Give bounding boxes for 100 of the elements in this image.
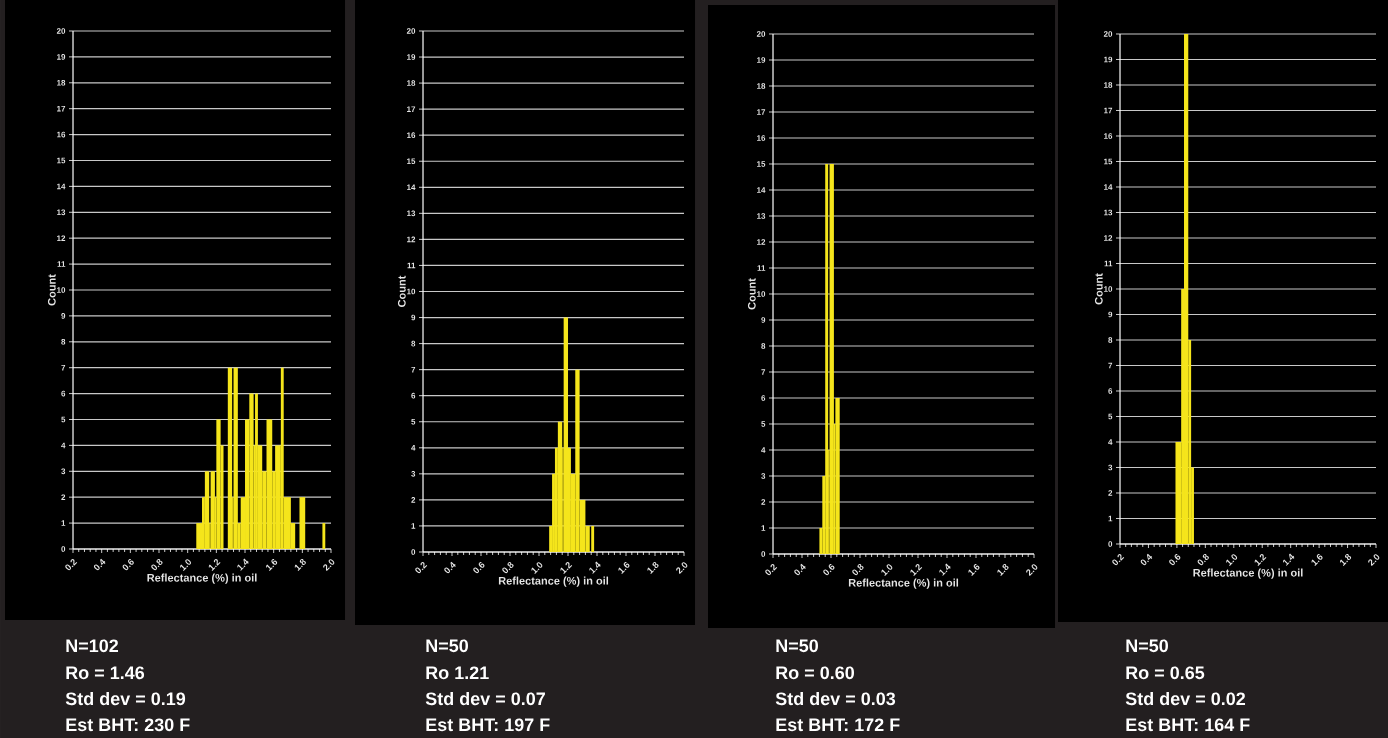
y-tick-label: 11 bbox=[757, 265, 766, 271]
x-tick-label: 1.8 bbox=[1339, 553, 1352, 566]
y-tick-label: 0 bbox=[761, 551, 766, 557]
x-axis-title: Reflectance (%) in oil bbox=[498, 576, 609, 587]
y-tick-label: 4 bbox=[61, 442, 66, 449]
y-tick-label: 9 bbox=[411, 314, 416, 321]
y-tick-label: 9 bbox=[61, 313, 66, 319]
y-tick-label: 8 bbox=[411, 340, 416, 347]
y-tick-label: 19 bbox=[757, 57, 766, 63]
x-tick-label: 0.8 bbox=[502, 561, 514, 574]
y-axis-title: Count bbox=[747, 278, 756, 310]
y-tick-label: 18 bbox=[757, 83, 766, 89]
x-tick-label: 2.0 bbox=[1026, 564, 1038, 577]
text: Std dev = 0.02 bbox=[1125, 691, 1246, 706]
y-tick-label: 7 bbox=[411, 366, 416, 373]
y-tick-label: 7 bbox=[761, 369, 766, 375]
y-axis-title: Count bbox=[1094, 273, 1103, 305]
text: Std dev = 0.03 bbox=[775, 691, 896, 706]
x-tick-label: 0.8 bbox=[852, 563, 864, 576]
y-tick-label: 12 bbox=[57, 235, 66, 241]
x-tick-label: 0.4 bbox=[794, 563, 806, 576]
y-tick-label: 2 bbox=[761, 499, 766, 505]
x-tick-label: 0.6 bbox=[823, 564, 835, 576]
y-tick-label: 4 bbox=[1108, 439, 1113, 445]
y-tick-label: 3 bbox=[61, 468, 66, 475]
text: Est BHT: 172 F bbox=[776, 718, 900, 732]
y-tick-label: 14 bbox=[757, 187, 766, 193]
y-tick-label: 20 bbox=[756, 31, 766, 37]
y-tick-label: 16 bbox=[757, 135, 766, 141]
y-tick-label: 10 bbox=[57, 287, 66, 293]
x-tick-label: 1.0 bbox=[881, 564, 893, 576]
text: Std dev = 0.19 bbox=[65, 691, 186, 706]
y-tick-label: 17 bbox=[757, 109, 766, 115]
x-tick-label: 1.0 bbox=[180, 559, 192, 571]
y-tick-label: 8 bbox=[761, 343, 766, 349]
y-tick-label: 3 bbox=[761, 473, 766, 479]
y-tick-label: 17 bbox=[1104, 107, 1113, 114]
text: Ro = 1.46 bbox=[66, 666, 145, 680]
y-tick-label: 19 bbox=[1104, 56, 1113, 63]
x-tick-label: 1.6 bbox=[968, 564, 980, 576]
x-tick-label: 1.2 bbox=[560, 562, 573, 574]
y-tick-label: 16 bbox=[1104, 133, 1113, 139]
y-tick-label: 2 bbox=[61, 494, 66, 500]
y-tick-label: 9 bbox=[761, 317, 766, 323]
text: Est BHT: 197 F bbox=[426, 718, 550, 732]
y-tick-label: 13 bbox=[407, 210, 416, 217]
y-tick-label: 2 bbox=[411, 497, 416, 503]
x-tick-label: 1.4 bbox=[589, 561, 601, 574]
y-axis-title: Count bbox=[47, 274, 56, 306]
x-tick-label: 1.8 bbox=[294, 558, 306, 571]
x-tick-label: 2.0 bbox=[1368, 554, 1380, 567]
x-tick-label: 0.4 bbox=[93, 558, 106, 571]
x-tick-label: 0.6 bbox=[473, 562, 485, 574]
x-tick-label: 0.8 bbox=[1197, 553, 1209, 566]
x-tick-label: 1.4 bbox=[237, 558, 249, 571]
y-tick-label: 13 bbox=[757, 213, 766, 219]
x-tick-label: 2.0 bbox=[323, 559, 335, 572]
y-tick-label: 8 bbox=[1108, 337, 1113, 343]
y-tick-label: 9 bbox=[1108, 311, 1113, 318]
x-tick-label: 1.2 bbox=[208, 559, 221, 571]
y-tick-label: 5 bbox=[1108, 413, 1113, 420]
y-tick-label: 7 bbox=[61, 364, 66, 371]
y-tick-label: 12 bbox=[407, 236, 416, 243]
text: N=50 bbox=[776, 639, 818, 653]
y-tick-label: 2 bbox=[1108, 490, 1113, 496]
y-tick-label: 13 bbox=[1104, 209, 1113, 216]
y-tick-label: 0 bbox=[411, 549, 416, 555]
y-tick-label: 15 bbox=[757, 161, 766, 167]
y-tick-label: 1 bbox=[761, 525, 766, 531]
x-tick-label: 0.2 bbox=[1112, 554, 1125, 566]
y-tick-label: 6 bbox=[1108, 388, 1113, 394]
x-tick-label: 1.8 bbox=[647, 561, 659, 574]
y-tick-label: 11 bbox=[1104, 260, 1113, 267]
x-tick-label: 0.2 bbox=[65, 559, 78, 571]
y-tick-label: 12 bbox=[757, 239, 766, 245]
y-tick-label: 11 bbox=[407, 262, 416, 269]
y-tick-label: 1 bbox=[61, 520, 66, 526]
y-tick-label: 17 bbox=[407, 106, 416, 112]
y-tick-label: 14 bbox=[1104, 184, 1113, 190]
x-tick-label: 1.2 bbox=[1254, 554, 1267, 566]
x-tick-label: 1.2 bbox=[910, 564, 923, 576]
x-tick-label: 0.6 bbox=[1169, 554, 1181, 566]
y-axis-title: Count bbox=[397, 275, 406, 307]
y-tick-label: 11 bbox=[57, 261, 66, 267]
text: N=50 bbox=[426, 639, 468, 653]
x-tick-label: 0.2 bbox=[415, 562, 428, 574]
y-tick-label: 20 bbox=[1103, 31, 1113, 37]
y-tick-label: 1 bbox=[411, 523, 416, 529]
y-tick-label: 8 bbox=[61, 338, 66, 345]
y-tick-label: 16 bbox=[407, 132, 416, 139]
y-tick-label: 0 bbox=[61, 546, 66, 552]
y-tick-label: 0 bbox=[1108, 541, 1113, 547]
y-tick-label: 18 bbox=[1104, 82, 1113, 88]
x-tick-label: 1.6 bbox=[1311, 554, 1323, 566]
y-tick-label: 17 bbox=[57, 105, 66, 112]
y-tick-label: 7 bbox=[1108, 362, 1113, 369]
text: Ro = 0.65 bbox=[1126, 666, 1205, 680]
text: Est BHT: 164 F bbox=[1126, 718, 1250, 732]
y-tick-label: 1 bbox=[1108, 515, 1113, 522]
y-tick-label: 10 bbox=[757, 291, 766, 297]
